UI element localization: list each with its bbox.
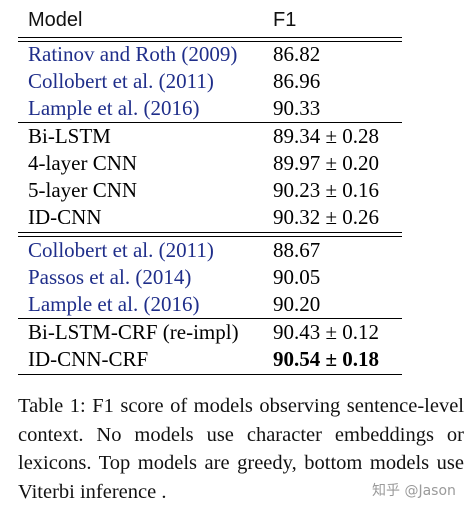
- rule-top-2: [18, 41, 402, 43]
- f1-cell: 86.82: [273, 42, 321, 66]
- f1-cell: 89.34 ± 0.28: [273, 124, 380, 148]
- model-cell: Collobert et al. (2011): [28, 238, 214, 262]
- model-cell: Lample et al. (2016): [28, 96, 200, 120]
- model-cell: Passos et al. (2014): [28, 265, 192, 289]
- rule-bottom: [18, 374, 402, 376]
- rule-top-1: [18, 37, 402, 39]
- header-f1: F1: [273, 9, 297, 31]
- f1-cell: 90.43 ± 0.12: [273, 320, 380, 344]
- model-cell: Bi-LSTM-CRF (re-impl): [28, 320, 239, 344]
- header-model: Model: [28, 9, 83, 31]
- model-cell: Bi-LSTM: [28, 124, 111, 148]
- model-cell: 5-layer CNN: [28, 178, 138, 202]
- rule-middle-1: [18, 232, 402, 234]
- table-caption: Table 1: F1 score of models observing se…: [18, 395, 464, 503]
- f1-cell: 90.20: [273, 292, 321, 316]
- model-cell: 4-layer CNN: [28, 151, 138, 175]
- rule-group-3: [18, 318, 402, 320]
- model-cell: ID-CNN: [28, 205, 102, 229]
- rule-middle-2: [18, 236, 402, 238]
- f1-cell: 86.96: [273, 69, 321, 93]
- f1-cell: 90.23 ± 0.16: [273, 178, 380, 202]
- model-cell: Ratinov and Roth (2009): [28, 42, 238, 66]
- f1-cell-best: 90.54 ± 0.18: [273, 347, 380, 371]
- f1-cell: 89.97 ± 0.20: [273, 151, 380, 175]
- model-cell: Collobert et al. (2011): [28, 69, 214, 93]
- f1-cell: 90.32 ± 0.26: [273, 205, 380, 229]
- f1-cell: 90.05: [273, 265, 321, 289]
- watermark: 知乎 @Jason: [372, 483, 456, 499]
- f1-cell: 90.33: [273, 96, 321, 120]
- f1-cell: 88.67: [273, 238, 321, 262]
- model-cell: Lample et al. (2016): [28, 292, 200, 316]
- rule-group-1: [18, 122, 402, 124]
- model-cell: ID-CNN-CRF: [28, 347, 149, 371]
